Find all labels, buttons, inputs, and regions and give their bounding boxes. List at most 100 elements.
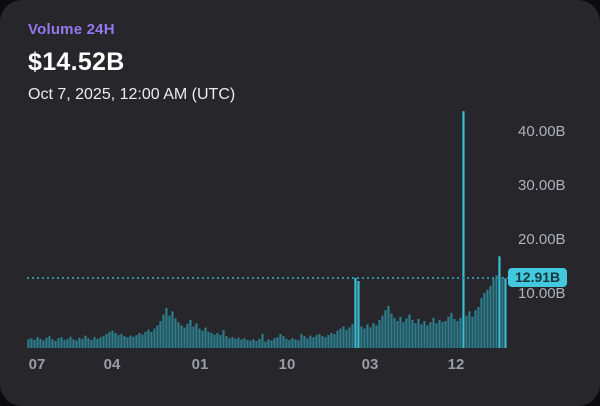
volume-bar[interactable]	[378, 319, 381, 348]
volume-bar[interactable]	[63, 339, 66, 348]
volume-bar[interactable]	[318, 333, 321, 348]
volume-bar[interactable]	[132, 336, 135, 348]
volume-bar[interactable]	[501, 276, 504, 348]
volume-bar[interactable]	[153, 328, 156, 348]
volume-bar[interactable]	[252, 339, 255, 348]
volume-bar[interactable]	[99, 337, 102, 348]
volume-bar[interactable]	[96, 338, 99, 348]
volume-bar[interactable]	[141, 334, 144, 348]
volume-bar[interactable]	[366, 324, 369, 348]
volume-bar[interactable]	[180, 325, 183, 348]
volume-bar[interactable]	[210, 332, 213, 348]
volume-bar[interactable]	[177, 322, 180, 348]
volume-bar[interactable]	[420, 324, 423, 348]
volume-bar[interactable]	[81, 338, 84, 348]
volume-bar[interactable]	[288, 339, 291, 348]
volume-bar[interactable]	[363, 328, 366, 348]
volume-bar[interactable]	[417, 318, 420, 348]
volume-bar[interactable]	[156, 325, 159, 348]
volume-bar[interactable]	[78, 337, 81, 348]
volume-bar[interactable]	[249, 340, 252, 348]
volume-bar[interactable]	[36, 337, 39, 348]
volume-bar[interactable]	[198, 328, 201, 348]
volume-bar[interactable]	[447, 316, 450, 348]
volume-bar[interactable]	[147, 329, 150, 348]
volume-bar[interactable]	[300, 333, 303, 348]
volume-bar[interactable]	[276, 337, 279, 348]
volume-bar[interactable]	[432, 317, 435, 348]
volume-bar[interactable]	[60, 337, 63, 348]
volume-bar[interactable]	[27, 339, 30, 348]
volume-bar[interactable]	[66, 338, 69, 348]
volume-bar[interactable]	[414, 323, 417, 348]
volume-bar[interactable]	[495, 275, 498, 348]
volume-bar[interactable]	[246, 339, 249, 348]
volume-bar[interactable]	[462, 111, 465, 348]
volume-bar[interactable]	[381, 315, 384, 348]
volume-bar[interactable]	[285, 338, 288, 348]
volume-bar[interactable]	[240, 339, 243, 348]
volume-bar[interactable]	[312, 337, 315, 348]
volume-bar[interactable]	[429, 322, 432, 348]
volume-bar[interactable]	[255, 340, 258, 348]
volume-bar[interactable]	[258, 338, 261, 348]
volume-bar[interactable]	[222, 330, 225, 348]
volume-bar[interactable]	[453, 318, 456, 348]
volume-bar[interactable]	[201, 330, 204, 348]
volume-bar[interactable]	[144, 331, 147, 348]
volume-bar[interactable]	[171, 311, 174, 348]
volume-bar[interactable]	[207, 331, 210, 348]
volume-bar[interactable]	[474, 310, 477, 348]
volume-bar[interactable]	[297, 340, 300, 348]
volume-bar[interactable]	[471, 316, 474, 348]
volume-bar[interactable]	[69, 336, 72, 348]
volume-bar[interactable]	[264, 341, 267, 348]
volume-bar[interactable]	[492, 278, 495, 348]
volume-bar[interactable]	[108, 331, 111, 348]
volume-bar[interactable]	[162, 314, 165, 348]
volume-bar[interactable]	[342, 326, 345, 348]
volume-bar[interactable]	[72, 339, 75, 348]
volume-bar[interactable]	[102, 336, 105, 348]
volume-bar[interactable]	[354, 277, 357, 348]
volume-bar[interactable]	[123, 336, 126, 348]
volume-bar[interactable]	[336, 330, 339, 348]
volume-bar[interactable]	[480, 297, 483, 348]
volume-bar[interactable]	[468, 311, 471, 348]
volume-bar[interactable]	[489, 285, 492, 348]
volume-bar[interactable]	[39, 338, 42, 348]
volume-bar[interactable]	[291, 338, 294, 348]
volume-bar[interactable]	[216, 332, 219, 348]
volume-bar[interactable]	[348, 327, 351, 348]
volume-bar[interactable]	[438, 319, 441, 348]
volume-bar[interactable]	[375, 325, 378, 348]
volume-bar[interactable]	[228, 338, 231, 348]
volume-bar[interactable]	[444, 321, 447, 348]
volume-bar[interactable]	[234, 338, 237, 348]
volume-bar[interactable]	[33, 339, 36, 348]
volume-bar[interactable]	[45, 337, 48, 348]
volume-bar[interactable]	[411, 319, 414, 348]
volume-bar[interactable]	[186, 323, 189, 348]
volume-bar[interactable]	[483, 292, 486, 348]
volume-bar[interactable]	[441, 322, 444, 348]
volume-bar[interactable]	[477, 307, 480, 348]
volume-bar[interactable]	[150, 331, 153, 348]
volume-bar[interactable]	[231, 337, 234, 348]
volume-bar[interactable]	[243, 338, 246, 348]
volume-bar[interactable]	[408, 314, 411, 348]
volume-bar[interactable]	[42, 340, 45, 348]
volume-bar[interactable]	[51, 339, 54, 348]
volume-bar[interactable]	[174, 318, 177, 348]
volume-bar[interactable]	[306, 338, 309, 348]
volume-bar[interactable]	[303, 336, 306, 348]
volume-bar[interactable]	[225, 336, 228, 348]
volume-bar[interactable]	[498, 256, 501, 348]
volume-bar[interactable]	[330, 332, 333, 348]
volume-bar[interactable]	[159, 321, 162, 348]
volume-bar[interactable]	[369, 327, 372, 348]
volume-bar[interactable]	[456, 321, 459, 348]
volume-bar[interactable]	[129, 335, 132, 348]
volume-bar[interactable]	[165, 308, 168, 348]
volume-bar[interactable]	[192, 326, 195, 348]
